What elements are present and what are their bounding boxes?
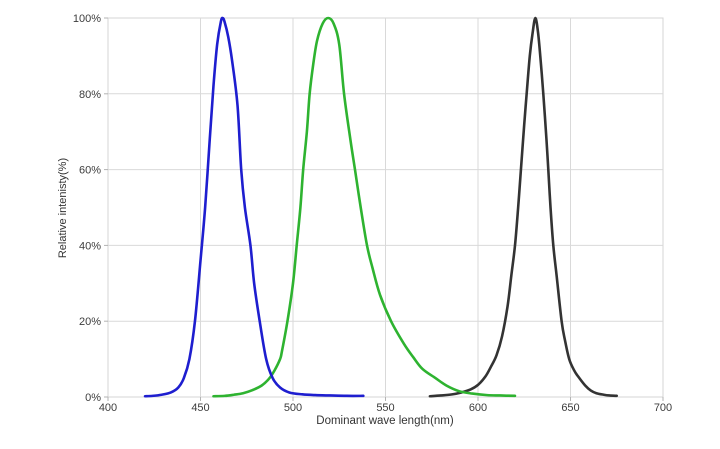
y-tick-label: 100% <box>73 13 101 25</box>
x-tick-label: 600 <box>469 402 487 414</box>
x-tick-label: 400 <box>99 402 117 414</box>
y-tick-label: 60% <box>79 165 101 177</box>
series-curve-red <box>428 16 619 398</box>
x-tick-label: 550 <box>376 402 394 414</box>
x-axis-title: Dominant wave length(nm) <box>316 415 454 427</box>
axis-ticks-and-labels: 400 450 500 550 600 650 700 0% 20% 40% 60% 80% 100% <box>73 13 672 414</box>
series-curve-blue <box>143 16 365 398</box>
x-tick-label: 700 <box>654 402 672 414</box>
y-tick-label: 20% <box>79 316 101 328</box>
x-tick-label: 450 <box>191 402 209 414</box>
y-tick-label: 80% <box>79 89 101 101</box>
spectrum-curves <box>143 16 619 398</box>
y-tick-label: 40% <box>79 240 101 252</box>
y-axis-title: Relative intenisty(%) <box>57 158 69 258</box>
series-curve-green <box>212 16 517 398</box>
x-tick-label: 500 <box>284 402 302 414</box>
y-tick-label: 0% <box>85 392 101 404</box>
x-tick-label: 650 <box>561 402 579 414</box>
